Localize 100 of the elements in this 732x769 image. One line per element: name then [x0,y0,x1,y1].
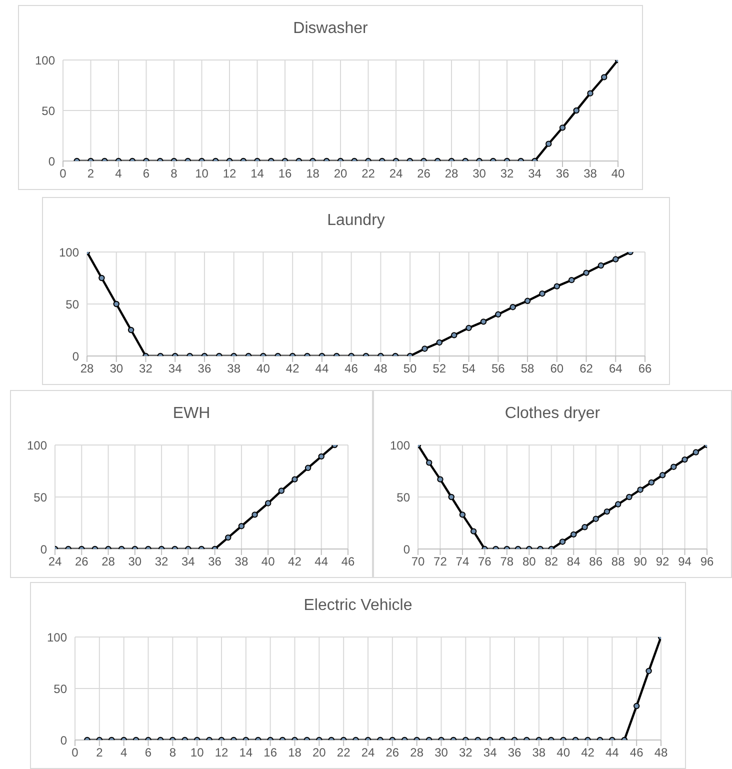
x-tick-label: 14 [239,746,253,760]
x-tick-label: 94 [678,554,692,569]
y-tick-label: 50 [34,490,48,504]
x-tick-label: 62 [580,362,594,376]
x-tick-label: 24 [48,554,62,569]
x-tick-label: 56 [491,362,506,376]
x-tick-label: 24 [389,166,403,181]
x-tick-label: 2 [87,166,94,181]
point [278,488,285,494]
x-tick-label: 40 [256,362,270,376]
point [568,276,575,284]
point [614,501,622,508]
x-tick-label: 42 [581,746,595,760]
x-tick-label: 38 [227,362,241,376]
chart-title: Diswasher [292,20,369,39]
point [633,702,640,710]
point [466,324,472,332]
x-tick-label: 30 [110,362,124,376]
x-tick-label: 20 [334,166,348,181]
x-tick-label: 28 [410,746,424,760]
x-tick-label: 76 [478,554,492,569]
x-tick-label: 92 [656,554,670,569]
point [554,283,560,290]
x-tick-label: 74 [456,554,470,569]
point [604,508,610,515]
point [637,486,644,493]
x-tick-label: 90 [634,554,648,569]
x-tick-label: 36 [198,362,212,376]
point [304,464,312,471]
x-tick-label: 4 [120,746,128,760]
point [648,479,655,486]
x-tick-label: 38 [234,554,248,569]
y-tick-label: 100 [58,245,80,260]
x-tick-label: 30 [128,554,142,569]
x-tick-label: 2 [96,746,104,760]
x-tick-label: 10 [190,746,204,760]
point [573,107,580,114]
x-tick-label: 46 [341,554,355,569]
point [582,524,588,530]
chart-title: EWH [172,405,212,424]
point [559,124,566,131]
point [238,523,245,530]
x-tick-label: 36 [556,166,570,181]
point [459,512,466,518]
y-tick-label: 100 [46,630,68,644]
x-tick-label: 12 [214,746,228,760]
x-tick-label: 28 [444,166,458,181]
point [495,311,502,318]
point [583,270,590,276]
x-tick-label: 26 [417,166,431,181]
chart-title: Electric Vehicle [302,597,414,616]
point [659,472,666,478]
x-tick-label: 48 [374,362,388,376]
x-tick-label: 46 [630,746,644,760]
x-tick-label: 44 [605,746,620,760]
x-tick-label: 38 [584,166,598,181]
point [601,74,608,80]
point [113,300,120,308]
point [670,464,677,470]
x-tick-label: 46 [344,362,358,376]
x-tick-label: 16 [278,166,292,181]
point [559,538,566,545]
point [437,476,444,482]
point [570,531,577,538]
x-tick-label: 36 [508,746,522,760]
point [692,449,699,456]
x-tick-label: 8 [170,166,178,181]
x-tick-label: 44 [314,554,328,569]
x-tick-label: 40 [261,554,276,569]
chart-title: Laundry [326,212,386,231]
x-tick-label: 18 [306,166,320,181]
x-tick-label: 82 [544,554,558,569]
x-tick-label: 42 [286,362,300,376]
x-tick-label: 34 [168,362,182,376]
y-tick-label: 50 [396,490,410,504]
y-tick-label: 50 [42,104,56,118]
point [510,304,516,310]
x-tick-label: 72 [434,554,448,569]
point [592,516,599,522]
x-tick-label: 32 [500,166,514,181]
point [451,332,458,338]
x-tick-label: 4 [115,166,122,181]
x-tick-label: 22 [362,166,376,181]
x-tick-label: 8 [169,746,176,760]
point [436,339,443,346]
x-tick-label: 64 [608,362,623,376]
x-tick-label: 30 [434,746,448,760]
point [480,318,487,325]
x-tick-label: 58 [520,362,535,376]
x-tick-label: 40 [611,166,625,181]
point [524,298,531,304]
x-tick-label: 6 [144,746,152,760]
point [264,500,272,506]
x-tick-label: 10 [195,166,209,181]
x-tick-label: 78 [500,554,514,569]
x-tick-label: 24 [361,746,375,760]
y-tick-label: 50 [66,297,80,312]
y-tick-label: 0 [60,733,68,748]
x-tick-label: 6 [142,166,150,181]
x-tick-label: 26 [386,746,400,760]
